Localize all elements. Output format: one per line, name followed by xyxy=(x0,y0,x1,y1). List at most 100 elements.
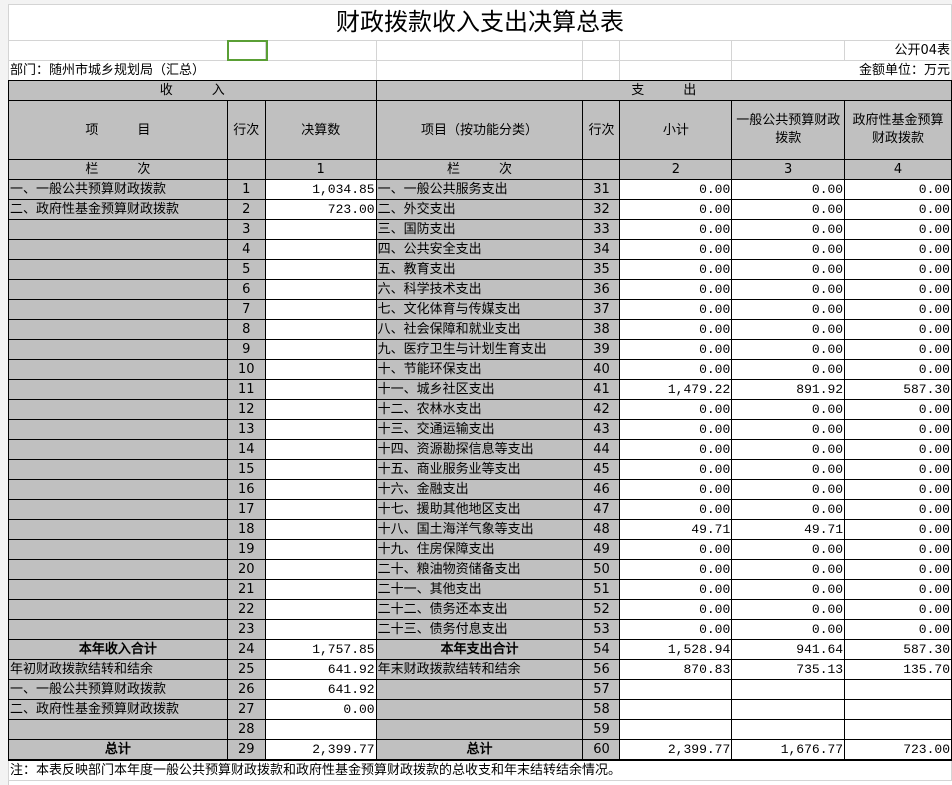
expense-line[interactable]: 33 xyxy=(582,219,621,240)
general-budget-value[interactable] xyxy=(731,719,846,740)
expense-line[interactable]: 54 xyxy=(582,639,621,660)
income-item[interactable] xyxy=(8,619,228,640)
income-amount[interactable] xyxy=(264,379,377,400)
income-line[interactable]: 9 xyxy=(226,339,266,360)
income-amount[interactable] xyxy=(264,299,377,320)
income-item[interactable] xyxy=(8,479,228,500)
general-budget-value[interactable]: 49.71 xyxy=(731,519,846,540)
expense-line[interactable]: 39 xyxy=(582,339,621,360)
income-line[interactable]: 26 xyxy=(226,679,266,700)
general-budget-value[interactable]: 0.00 xyxy=(731,579,846,600)
expense-item[interactable]: 十七、援助其他地区支出 xyxy=(375,499,584,520)
expense-item[interactable] xyxy=(375,719,584,740)
income-item[interactable] xyxy=(8,299,228,320)
expense-line[interactable]: 60 xyxy=(582,739,621,761)
expense-item[interactable]: 二十、粮油物资储备支出 xyxy=(375,559,584,580)
income-item[interactable] xyxy=(8,439,228,460)
fund-budget-value[interactable] xyxy=(844,719,952,740)
general-budget-value[interactable]: 0.00 xyxy=(731,599,846,620)
fund-budget-value[interactable]: 0.00 xyxy=(844,499,952,520)
fund-budget-value[interactable]: 0.00 xyxy=(844,619,952,640)
income-amount[interactable] xyxy=(264,499,377,520)
subtotal-value[interactable]: 0.00 xyxy=(619,459,733,480)
subtotal-value[interactable]: 0.00 xyxy=(619,499,733,520)
expense-line[interactable]: 56 xyxy=(582,659,621,680)
general-budget-value[interactable]: 0.00 xyxy=(731,259,846,280)
expense-item[interactable]: 年末财政拨款结转和结余 xyxy=(375,659,584,680)
subtotal-value[interactable]: 0.00 xyxy=(619,619,733,640)
general-budget-value[interactable]: 0.00 xyxy=(731,199,846,220)
fund-budget-value[interactable]: 0.00 xyxy=(844,559,952,580)
income-line[interactable]: 16 xyxy=(226,479,266,500)
income-amount[interactable] xyxy=(264,359,377,380)
expense-item[interactable]: 一、一般公共服务支出 xyxy=(375,179,584,200)
general-budget-value[interactable]: 0.00 xyxy=(731,479,846,500)
expense-item[interactable]: 五、教育支出 xyxy=(375,259,584,280)
income-amount[interactable] xyxy=(264,719,377,740)
income-line[interactable]: 6 xyxy=(226,279,266,300)
expense-item[interactable]: 二十一、其他支出 xyxy=(375,579,584,600)
expense-item[interactable]: 十三、交通运输支出 xyxy=(375,419,584,440)
income-line[interactable]: 21 xyxy=(226,579,266,600)
income-amount[interactable] xyxy=(264,419,377,440)
expense-item[interactable]: 六、科学技术支出 xyxy=(375,279,584,300)
subtotal-value[interactable]: 0.00 xyxy=(619,579,733,600)
expense-item[interactable]: 十八、国土海洋气象等支出 xyxy=(375,519,584,540)
income-amount[interactable]: 641.92 xyxy=(264,659,377,680)
expense-item[interactable]: 十一、城乡社区支出 xyxy=(375,379,584,400)
fund-budget-value[interactable]: 0.00 xyxy=(844,439,952,460)
income-item[interactable] xyxy=(8,339,228,360)
subtotal-value[interactable]: 0.00 xyxy=(619,279,733,300)
general-budget-value[interactable]: 0.00 xyxy=(731,419,846,440)
general-budget-value[interactable]: 891.92 xyxy=(731,379,846,400)
fund-budget-value[interactable] xyxy=(844,679,952,700)
expense-item[interactable] xyxy=(375,679,584,700)
expense-line[interactable]: 45 xyxy=(582,459,621,480)
income-amount[interactable] xyxy=(264,439,377,460)
general-budget-value[interactable]: 0.00 xyxy=(731,179,846,200)
expense-line[interactable]: 38 xyxy=(582,319,621,340)
subtotal-value[interactable]: 0.00 xyxy=(619,399,733,420)
expense-item[interactable]: 九、医疗卫生与计划生育支出 xyxy=(375,339,584,360)
general-budget-value[interactable]: 0.00 xyxy=(731,319,846,340)
subtotal-value[interactable]: 2,399.77 xyxy=(619,739,733,761)
income-item[interactable] xyxy=(8,519,228,540)
income-line[interactable]: 19 xyxy=(226,539,266,560)
fund-budget-value[interactable]: 0.00 xyxy=(844,599,952,620)
income-item[interactable] xyxy=(8,279,228,300)
expense-line[interactable]: 31 xyxy=(582,179,621,200)
fund-budget-value[interactable]: 0.00 xyxy=(844,239,952,260)
income-item[interactable]: 总计 xyxy=(8,739,228,761)
income-line[interactable]: 17 xyxy=(226,499,266,520)
expense-line[interactable]: 40 xyxy=(582,359,621,380)
subtotal-value[interactable]: 0.00 xyxy=(619,559,733,580)
fund-budget-value[interactable]: 587.30 xyxy=(844,639,952,660)
expense-line[interactable]: 52 xyxy=(582,599,621,620)
fund-budget-value[interactable]: 0.00 xyxy=(844,319,952,340)
income-line[interactable]: 1 xyxy=(226,179,266,200)
expense-line[interactable]: 58 xyxy=(582,699,621,720)
income-item[interactable] xyxy=(8,579,228,600)
general-budget-value[interactable] xyxy=(731,699,846,720)
income-amount[interactable] xyxy=(264,479,377,500)
subtotal-value[interactable]: 1,479.22 xyxy=(619,379,733,400)
expense-line[interactable]: 37 xyxy=(582,299,621,320)
income-amount[interactable] xyxy=(264,619,377,640)
income-item[interactable] xyxy=(8,379,228,400)
subtotal-value[interactable]: 0.00 xyxy=(619,319,733,340)
income-line[interactable]: 7 xyxy=(226,299,266,320)
subtotal-value[interactable] xyxy=(619,679,733,700)
expense-item[interactable]: 四、公共安全支出 xyxy=(375,239,584,260)
subtotal-value[interactable]: 1,528.94 xyxy=(619,639,733,660)
income-line[interactable]: 20 xyxy=(226,559,266,580)
income-item[interactable] xyxy=(8,599,228,620)
income-line[interactable]: 2 xyxy=(226,199,266,220)
expense-line[interactable]: 53 xyxy=(582,619,621,640)
expense-line[interactable]: 59 xyxy=(582,719,621,740)
income-line[interactable]: 14 xyxy=(226,439,266,460)
general-budget-value[interactable]: 0.00 xyxy=(731,559,846,580)
income-item[interactable] xyxy=(8,319,228,340)
expense-item[interactable]: 十、节能环保支出 xyxy=(375,359,584,380)
general-budget-value[interactable]: 0.00 xyxy=(731,279,846,300)
subtotal-value[interactable]: 0.00 xyxy=(619,359,733,380)
